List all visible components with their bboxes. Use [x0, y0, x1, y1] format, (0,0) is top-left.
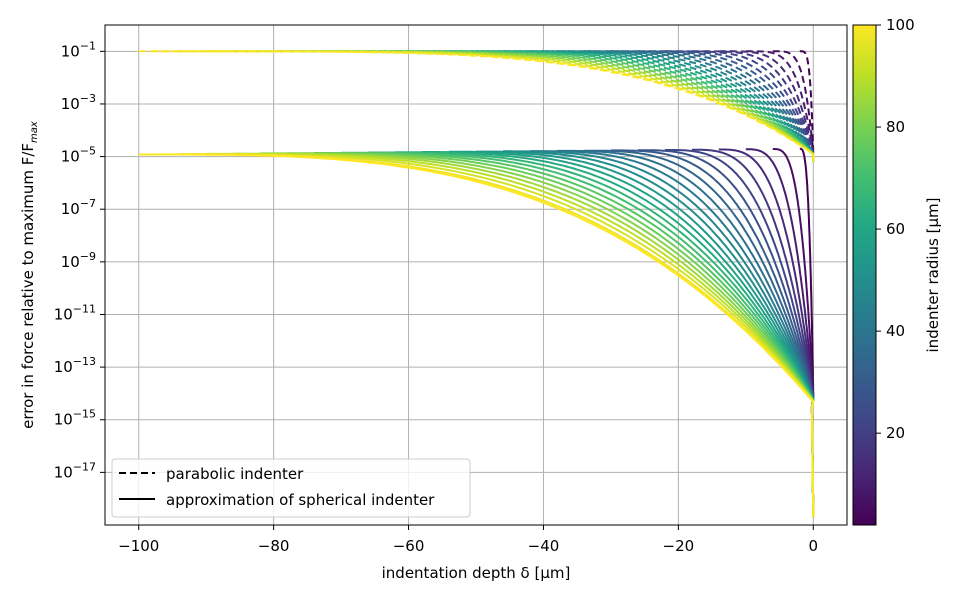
- legend: parabolic indenter approximation of sphe…: [111, 458, 471, 518]
- series-line-parabolic: [152, 50, 815, 162]
- series-line-spherical: [476, 150, 815, 518]
- x-tick-label: −40: [528, 537, 560, 555]
- colorbar-gradient: [852, 24, 877, 526]
- series-line-parabolic: [745, 50, 815, 162]
- series-line-spherical: [179, 153, 815, 518]
- y-tick-label: 10−9: [61, 250, 96, 271]
- series-line-spherical: [772, 148, 815, 518]
- series-line-spherical: [691, 148, 815, 518]
- y-axis-ticks: 10−1 10−3 10−5 10−7 10−9 10−11 10−13 10−15 10−17: [54, 39, 105, 481]
- y-axis-label-subscript: max: [29, 121, 40, 143]
- series-line-spherical: [341, 151, 815, 518]
- y-tick-label: 10−1: [61, 39, 96, 60]
- y-tick-label: 10−11: [54, 302, 96, 323]
- series-line-parabolic: [772, 50, 815, 162]
- series-line-parabolic: [206, 50, 815, 162]
- y-tick-label: 10−5: [61, 145, 96, 166]
- series-line-spherical: [422, 151, 815, 518]
- series-line-spherical: [138, 153, 815, 518]
- legend-box: [111, 458, 471, 518]
- series-line-spherical: [664, 149, 815, 518]
- y-tick-label: 10−15: [54, 408, 96, 429]
- colorbar-tick-label: 60: [886, 220, 905, 238]
- series-line-spherical: [260, 152, 815, 518]
- series-line-spherical: [556, 149, 815, 518]
- colorbar-tick-label: 40: [886, 322, 905, 340]
- colorbar-tick-label: 20: [886, 424, 905, 442]
- series-line-spherical: [287, 152, 815, 518]
- x-tick-label: −80: [258, 537, 290, 555]
- colorbar-tick-label: 100: [886, 16, 915, 34]
- series-line-spherical: [610, 149, 815, 518]
- series-line-parabolic: [138, 50, 815, 162]
- series-line-spherical: [503, 150, 815, 518]
- series-line-spherical: [368, 151, 815, 518]
- plot-frame: [104, 24, 848, 526]
- x-tick-label: −100: [118, 537, 159, 555]
- colorbar-tick-label: 80: [886, 118, 905, 136]
- series-line-parabolic: [179, 50, 815, 162]
- colorbar: 20 40 60 80 100 indenter radius [µm]: [852, 16, 942, 526]
- y-tick-label: 10−17: [54, 460, 96, 481]
- x-tick-label: −20: [663, 537, 695, 555]
- series-line-spherical: [637, 149, 815, 518]
- series-line-spherical: [233, 152, 815, 518]
- series-line-spherical: [583, 149, 815, 518]
- series-line-parabolic: [287, 50, 815, 162]
- y-tick-label: 10−3: [61, 92, 96, 113]
- x-axis-ticks: −100 −80 −60 −40 −20 0: [118, 525, 818, 555]
- series-line-parabolic: [718, 50, 815, 162]
- series-line-spherical: [530, 150, 815, 518]
- series-line-spherical: [799, 147, 815, 518]
- series-line-parabolic: [610, 50, 815, 162]
- x-tick-label: 0: [808, 537, 818, 555]
- colorbar-label: indenter radius [µm]: [924, 198, 942, 353]
- series-line-spherical: [718, 148, 815, 518]
- series-line-parabolic: [691, 50, 815, 162]
- series-line-spherical: [206, 152, 815, 518]
- curves: [138, 50, 815, 518]
- y-axis-label-main: error in force relative to maximum F/F: [19, 143, 37, 429]
- series-line-parabolic: [664, 50, 815, 162]
- y-axis-label: error in force relative to maximum F/Fma…: [19, 121, 40, 429]
- series-line-parabolic: [368, 50, 815, 162]
- series-line-parabolic: [449, 50, 815, 162]
- series-line-parabolic: [314, 50, 815, 162]
- legend-label-spherical: approximation of spherical indenter: [166, 491, 435, 509]
- series-line-spherical: [745, 148, 815, 518]
- series-line-parabolic: [503, 50, 815, 162]
- y-tick-label: 10−7: [61, 197, 96, 218]
- x-tick-label: −60: [393, 537, 425, 555]
- series-line-spherical: [395, 151, 815, 518]
- series-line-parabolic: [637, 50, 815, 162]
- y-tick-label: 10−13: [54, 355, 96, 376]
- series-line-spherical: [449, 150, 815, 518]
- series-line-parabolic: [233, 50, 815, 162]
- colorbar-ticks: 20 40 60 80 100: [876, 16, 915, 442]
- x-axis-label: indentation depth δ [µm]: [382, 564, 571, 582]
- legend-label-parabolic: parabolic indenter: [166, 465, 304, 483]
- series-line-spherical: [314, 152, 815, 518]
- series-line-parabolic: [799, 50, 815, 162]
